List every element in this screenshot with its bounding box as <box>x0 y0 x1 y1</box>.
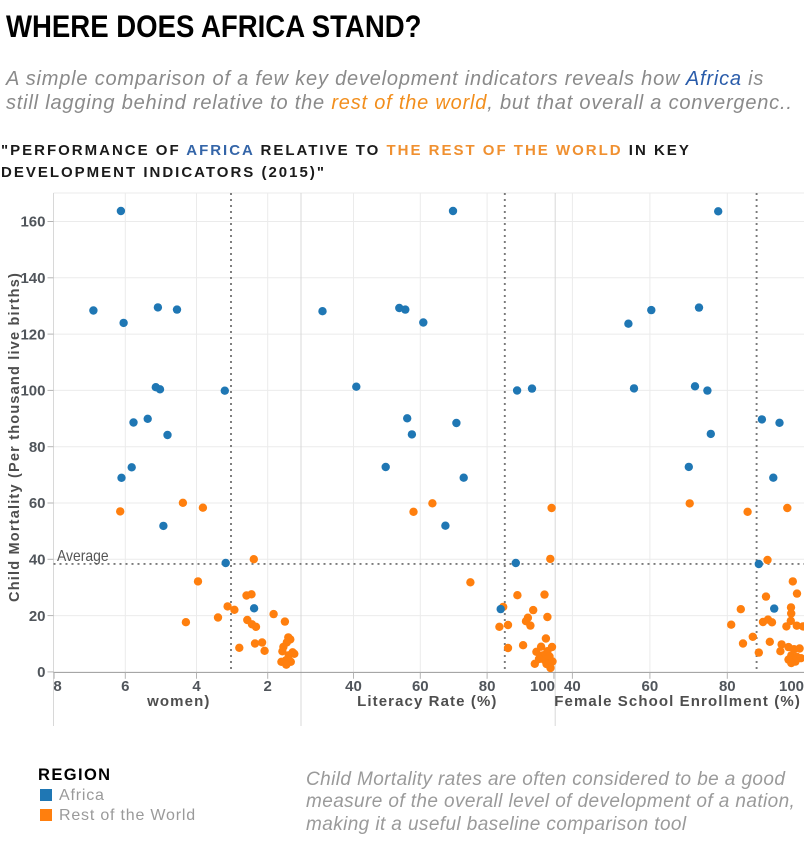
svg-text:60: 60 <box>412 678 429 695</box>
svg-text:60: 60 <box>29 495 46 512</box>
svg-text:2: 2 <box>264 678 272 695</box>
svg-text:40: 40 <box>29 552 46 569</box>
svg-text:140: 140 <box>20 270 45 287</box>
svg-text:0: 0 <box>37 664 45 681</box>
svg-text:40: 40 <box>564 678 581 695</box>
svg-text:4: 4 <box>192 678 201 695</box>
svg-text:40: 40 <box>345 678 362 695</box>
svg-text:60: 60 <box>642 678 659 695</box>
svg-text:Literacy Rate (%): Literacy Rate (%) <box>357 693 497 710</box>
svg-text:Child Mortality (Per thousand: Child Mortality (Per thousand live birth… <box>7 272 23 602</box>
svg-text:Female School Enrollment (%): Female School Enrollment (%) <box>554 693 801 710</box>
svg-text:6: 6 <box>121 678 129 695</box>
svg-text:80: 80 <box>479 678 496 695</box>
svg-text:120: 120 <box>20 326 45 343</box>
svg-text:20: 20 <box>29 608 46 625</box>
svg-text:100: 100 <box>20 383 45 400</box>
svg-text:Average: Average <box>57 547 109 565</box>
svg-text:women): women) <box>146 693 210 710</box>
svg-text:100: 100 <box>779 678 804 695</box>
svg-text:80: 80 <box>29 439 46 456</box>
svg-text:100: 100 <box>530 678 555 695</box>
svg-text:160: 160 <box>20 214 45 231</box>
svg-text:8: 8 <box>53 678 61 695</box>
svg-text:80: 80 <box>719 678 736 695</box>
